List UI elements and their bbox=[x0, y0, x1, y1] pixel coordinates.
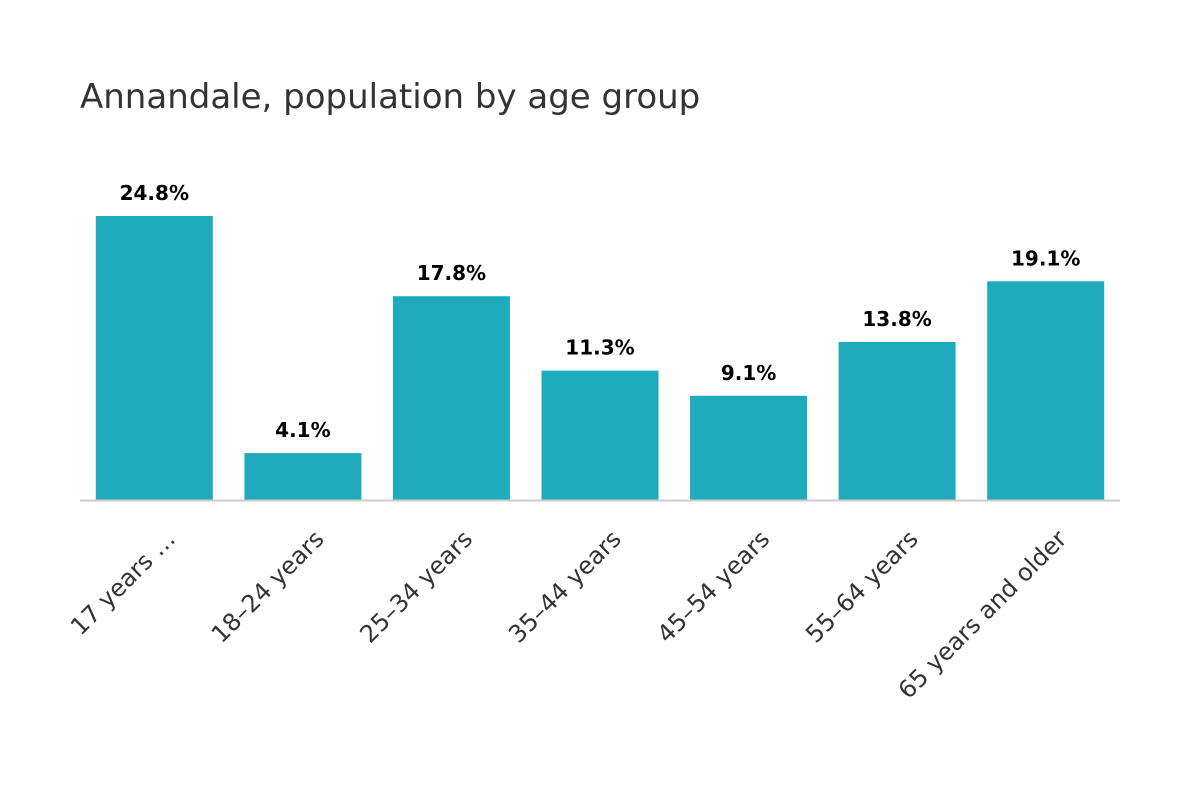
data-label-6: 13.8% bbox=[862, 307, 931, 331]
bars-group bbox=[95, 216, 1105, 500]
data-label-2: 4.1% bbox=[275, 418, 330, 442]
data-label-4: 11.3% bbox=[565, 336, 634, 360]
bar-7[interactable] bbox=[987, 281, 1105, 500]
chart-title: Annandale, population by age group bbox=[80, 77, 700, 117]
data-label-1: 24.8% bbox=[120, 181, 189, 205]
x-tick-labels-group: 17 years … 18–24 years 25–34 years 35–44 ye… bbox=[65, 525, 1072, 705]
data-label-3: 17.8% bbox=[417, 261, 486, 285]
bar-2[interactable] bbox=[244, 453, 362, 500]
bar-3[interactable] bbox=[392, 296, 510, 500]
x-tick-label-4: 35–44 years bbox=[503, 525, 627, 649]
x-tick-label-7: 65 years and older bbox=[893, 525, 1073, 705]
data-label-5: 9.1% bbox=[721, 361, 776, 385]
x-tick-label-2: 18–24 years bbox=[206, 525, 330, 649]
bar-5[interactable] bbox=[690, 395, 808, 500]
bar-4[interactable] bbox=[541, 370, 659, 500]
x-tick-label-5: 45–54 years bbox=[652, 525, 776, 649]
x-tick-label-1: 17 years … bbox=[65, 525, 181, 641]
data-label-7: 19.1% bbox=[1011, 246, 1080, 270]
x-tick-label-3: 25–34 years bbox=[355, 525, 479, 649]
bar-6[interactable] bbox=[838, 342, 956, 500]
data-labels-group: 24.8% 4.1% 17.8% 11.3% 9.1% 13.8% 19.1% bbox=[120, 181, 1081, 442]
x-tick-label-6: 55–64 years bbox=[800, 525, 924, 649]
bar-1[interactable] bbox=[95, 216, 213, 500]
